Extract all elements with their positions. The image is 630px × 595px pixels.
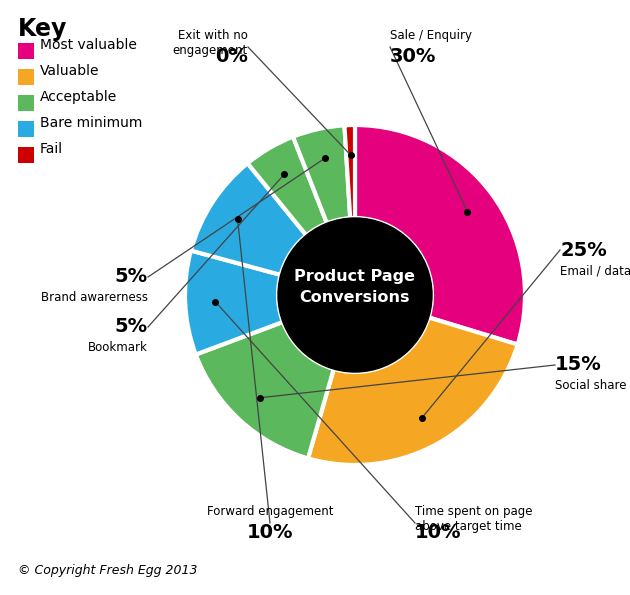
Text: 10%: 10% — [247, 523, 293, 542]
Text: Key: Key — [18, 17, 67, 41]
Bar — [18, 95, 34, 111]
Text: Bookmark: Bookmark — [88, 341, 148, 354]
Wedge shape — [355, 125, 525, 345]
Bar — [18, 147, 34, 163]
Circle shape — [278, 218, 432, 372]
Text: Most valuable: Most valuable — [40, 38, 137, 52]
Text: 5%: 5% — [115, 268, 148, 287]
Bar — [18, 69, 34, 85]
Wedge shape — [185, 250, 283, 355]
Bar — [18, 43, 34, 59]
Text: Social share: Social share — [555, 379, 626, 392]
Wedge shape — [248, 137, 327, 236]
Text: 0%: 0% — [215, 47, 248, 66]
Bar — [18, 121, 34, 137]
Wedge shape — [345, 125, 355, 218]
Text: Email / data collection: Email / data collection — [560, 264, 630, 277]
Wedge shape — [196, 322, 334, 458]
Text: Forward engagement: Forward engagement — [207, 505, 333, 518]
Text: © Copyright Fresh Egg 2013: © Copyright Fresh Egg 2013 — [18, 564, 197, 577]
Text: Product Page
Conversions: Product Page Conversions — [294, 269, 416, 305]
Text: 30%: 30% — [390, 47, 437, 66]
Text: Bare minimum: Bare minimum — [40, 116, 142, 130]
Text: Fail: Fail — [40, 142, 63, 156]
Wedge shape — [293, 126, 350, 223]
Text: Time spent on page
above target time: Time spent on page above target time — [415, 505, 532, 533]
Text: 25%: 25% — [560, 240, 607, 259]
Text: 15%: 15% — [555, 355, 602, 374]
Text: Brand awarerness: Brand awarerness — [41, 291, 148, 304]
Wedge shape — [308, 317, 518, 465]
Text: Sale / Enquiry: Sale / Enquiry — [390, 29, 472, 42]
Text: 10%: 10% — [415, 523, 462, 542]
Text: 5%: 5% — [115, 318, 148, 337]
Text: Acceptable: Acceptable — [40, 90, 117, 104]
Wedge shape — [191, 163, 306, 275]
Text: Exit with no
engagement: Exit with no engagement — [173, 29, 248, 57]
Text: Valuable: Valuable — [40, 64, 100, 78]
